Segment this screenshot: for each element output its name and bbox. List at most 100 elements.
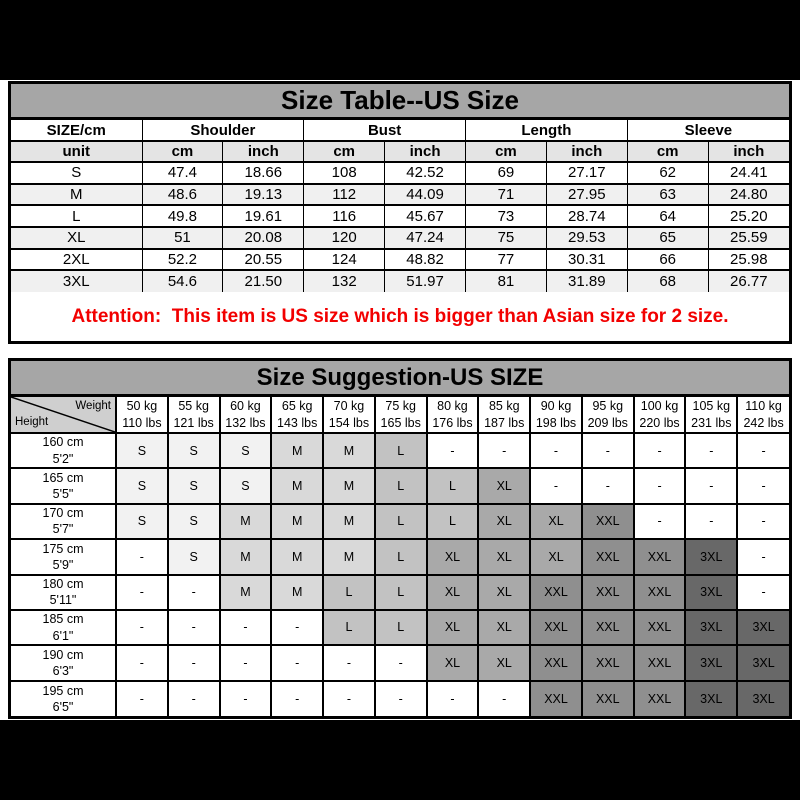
size-suggestion-cell: XL: [477, 467, 532, 505]
measurement-cell: 69: [465, 161, 547, 185]
size-suggestion-cell: M: [270, 538, 325, 576]
size-suggestion-cell: 3XL: [684, 608, 739, 647]
size-suggestion-cell: XXL: [529, 644, 583, 682]
measurement-cell: 42.52: [384, 161, 466, 185]
size-suggestion-cell: XL: [425, 644, 480, 682]
measurement-cell: 75: [465, 225, 547, 250]
letterbox-bottom: [0, 720, 800, 800]
measurement-cell: 116: [303, 204, 386, 228]
size-suggestion-cell: XXL: [632, 644, 687, 682]
suggestion-row: 195 cm 6'5" - - - - - - - - XXL XXL XXL 3XL 3XL: [10, 679, 790, 718]
size-suggestion-cell: -: [270, 608, 325, 647]
measurement-cell: 124: [303, 247, 386, 272]
suggestion-row: 180 cm 5'11" - - M M L L XL XL XXL XXL XXL 3XL -: [10, 573, 790, 611]
size-suggestion-cell: -: [580, 467, 635, 505]
measurement-cell: 132: [303, 269, 386, 293]
unit-cell: inch: [384, 140, 466, 163]
size-suggestion-cell: -: [218, 644, 273, 682]
size-suggestion-cell: -: [115, 644, 169, 682]
size-suggestion-cell: XXL: [580, 538, 635, 576]
size-suggestion-cell: XL: [425, 608, 480, 647]
size-suggestion-cell: -: [736, 502, 790, 541]
weight-header-cell: 75 kg 165 lbs: [373, 396, 428, 434]
size-suggestion-cell: XL: [425, 573, 480, 611]
size-suggestion-cell: L: [425, 502, 480, 541]
measurement-cell: 48.82: [384, 247, 466, 272]
size-suggestion-cell: L: [373, 502, 428, 541]
size-table-unit-row: unit cm inch cm inch cm inch cm inch: [10, 140, 790, 163]
suggestion-header-row: Weight Height 50 kg 110 lbs 55 kg 121 lbs 60…: [10, 396, 790, 434]
size-suggestion-cell: 3XL: [736, 644, 790, 682]
size-suggestion-cell: -: [529, 431, 583, 470]
size-suggestion-cell: XXL: [632, 679, 687, 718]
size-table-title: Size Table--US Size: [11, 84, 789, 120]
suggestion-row: 185 cm 6'1" - - - - L L XL XL XXL XXL XXL 3XL 3XL: [10, 608, 790, 647]
size-suggestion-cell: -: [529, 467, 583, 505]
size-table-box: Size Table--US Size SIZE/cm Shoulder Bust L…: [8, 81, 792, 344]
size-suggestion-cell: XXL: [529, 573, 583, 611]
size-suggestion-cell: M: [218, 538, 273, 576]
measurement-cell: 77: [465, 247, 547, 272]
size-table-header-row: SIZE/cm Shoulder Bust Length Sleeve: [10, 119, 790, 142]
size-table-column-header: Length: [465, 119, 628, 142]
measurement-cell: 21.50: [222, 269, 305, 293]
corner-cell: Weight Height: [10, 396, 117, 434]
size-suggestion-cell: M: [218, 573, 273, 611]
size-suggestion-cell: -: [166, 679, 221, 718]
measurement-cell: 24.80: [707, 182, 790, 207]
size-suggestion-title: Size Suggestion-US SIZE: [11, 361, 789, 397]
size-suggestion-cell: -: [270, 644, 325, 682]
size-suggestion-cell: 3XL: [684, 679, 739, 718]
size-suggestion-cell: L: [373, 538, 428, 576]
size-suggestion-cell: XL: [477, 608, 532, 647]
size-suggestion-cell: -: [632, 502, 687, 541]
size-suggestion-cell: XXL: [529, 679, 583, 718]
size-suggestion-cell: L: [373, 608, 428, 647]
size-table-column-header: Shoulder: [141, 119, 305, 142]
measurement-cell: 31.89: [545, 269, 628, 293]
size-table-row: 2XL 52.2 20.55 124 48.82 77 30.31 66 25.98: [10, 247, 790, 272]
size-suggestion-cell: M: [270, 502, 325, 541]
size-suggestion-cell: 3XL: [684, 644, 739, 682]
height-header-cell: 190 cm 6'3": [10, 644, 117, 682]
measurement-cell: 20.08: [222, 225, 305, 250]
size-suggestion-cell: 3XL: [684, 538, 739, 576]
height-header-cell: 165 cm 5'5": [10, 467, 117, 505]
suggestion-row: 175 cm 5'9" - S M M M L XL XL XL XXL XXL 3XL -: [10, 538, 790, 576]
measurement-cell: 65: [626, 225, 709, 250]
unit-cell: cm: [626, 140, 709, 163]
measurement-cell: 73: [465, 204, 547, 228]
size-suggestion-cell: -: [218, 679, 273, 718]
size-table-column-header: Sleeve: [626, 119, 790, 142]
size-suggestion-cell: L: [322, 573, 376, 611]
size-suggestion-cell: -: [166, 644, 221, 682]
height-header-cell: 185 cm 6'1": [10, 608, 117, 647]
size-suggestion-cell: L: [373, 431, 428, 470]
attention-note: Attention: This item is US size which is…: [71, 305, 729, 327]
size-suggestion-cell: 3XL: [736, 608, 790, 647]
size-label-cell: XL: [10, 225, 143, 250]
measurement-cell: 64: [626, 204, 709, 228]
size-suggestion-cell: -: [684, 502, 739, 541]
size-suggestion-cell: XL: [477, 644, 532, 682]
height-header-cell: 160 cm 5'2": [10, 431, 117, 470]
size-suggestion-cell: S: [166, 467, 221, 505]
size-suggestion-cell: -: [115, 608, 169, 647]
size-suggestion-cell: -: [115, 573, 169, 611]
size-suggestion-cell: XL: [477, 538, 532, 576]
size-label-cell: 2XL: [10, 247, 143, 272]
suggestion-row: 170 cm 5'7" S S M M M L L XL XL XXL - - -: [10, 502, 790, 541]
letterbox-top: [0, 0, 800, 80]
size-suggestion-cell: S: [166, 502, 221, 541]
size-suggestion-cell: XXL: [529, 608, 583, 647]
size-suggestion-cell: -: [580, 431, 635, 470]
size-table-row: L 49.8 19.61 116 45.67 73 28.74 64 25.20: [10, 204, 790, 228]
weight-header-cell: 85 kg 187 lbs: [477, 396, 532, 434]
size-suggestion-cell: S: [115, 502, 169, 541]
size-suggestion-cell: L: [425, 467, 480, 505]
size-suggestion-cell: XL: [425, 538, 480, 576]
size-suggestion-cell: M: [270, 431, 325, 470]
measurement-cell: 48.6: [141, 182, 224, 207]
size-suggestion-cell: -: [425, 431, 480, 470]
